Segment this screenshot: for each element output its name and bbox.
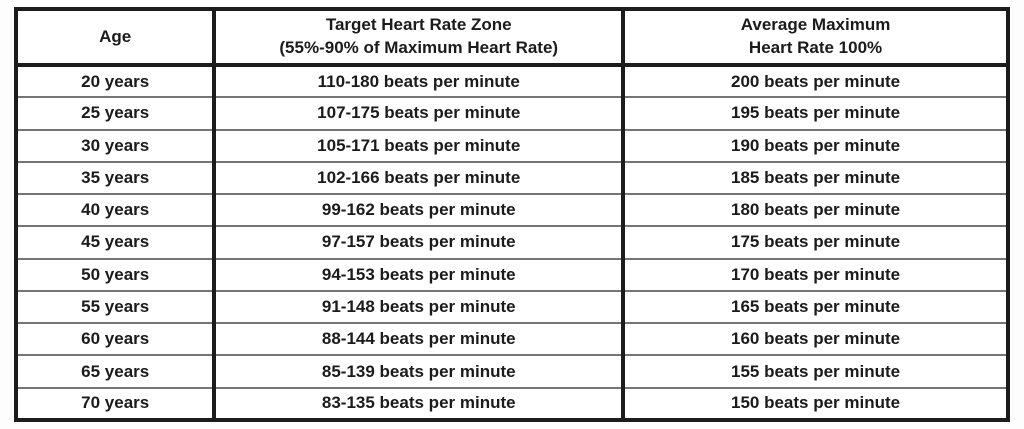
target-zone-cell: 105-171 beats per minute: [212, 128, 626, 163]
age-cell: 60 years: [13, 322, 217, 357]
age-cell: 40 years: [13, 193, 217, 228]
age-cell: 70 years: [13, 386, 217, 420]
table-row: 65 years 85-139 beats per minute 155 bea…: [13, 354, 1010, 389]
age-cell: 65 years: [13, 354, 217, 389]
max-rate-cell: 195 beats per minute: [621, 96, 1010, 131]
column-header-age: Age: [13, 9, 217, 67]
heart-rate-table: Age Target Heart Rate Zone (55%-90% of M…: [13, 7, 1010, 422]
column-header-target-zone: Target Heart Rate Zone (55%-90% of Maxim…: [212, 9, 626, 67]
column-header-target-line2: (55%-90% of Maximum Heart Rate): [279, 38, 559, 57]
max-rate-cell: 185 beats per minute: [621, 160, 1010, 196]
max-rate-cell: 170 beats per minute: [621, 257, 1010, 292]
table-row: 20 years 110-180 beats per minute 200 be…: [13, 63, 1010, 99]
column-header-age-label: Age: [99, 26, 132, 46]
target-zone-cell: 83-135 beats per minute: [212, 386, 626, 420]
target-zone-cell: 97-157 beats per minute: [212, 225, 626, 260]
target-zone-cell: 110-180 beats per minute: [212, 63, 626, 99]
max-rate-cell: 190 beats per minute: [621, 128, 1010, 163]
heart-rate-table-container: Age Target Heart Rate Zone (55%-90% of M…: [13, 7, 1010, 422]
target-zone-cell: 107-175 beats per minute: [212, 96, 626, 131]
max-rate-cell: 150 beats per minute: [621, 386, 1010, 420]
table-row: 45 years 97-157 beats per minute 175 bea…: [13, 225, 1010, 260]
table-row: 30 years 105-171 beats per minute 190 be…: [13, 128, 1010, 163]
age-cell: 50 years: [13, 257, 217, 292]
target-zone-cell: 91-148 beats per minute: [212, 289, 626, 325]
age-cell: 30 years: [13, 128, 217, 163]
age-cell: 20 years: [13, 63, 217, 99]
max-rate-cell: 160 beats per minute: [621, 322, 1010, 357]
table-row: 70 years 83-135 beats per minute 150 bea…: [13, 386, 1010, 420]
table-row: 60 years 88-144 beats per minute 160 bea…: [13, 322, 1010, 357]
column-header-max-rate: Average Maximum Heart Rate 100%: [621, 9, 1010, 67]
table-row: 35 years 102-166 beats per minute 185 be…: [13, 160, 1010, 196]
age-cell: 55 years: [13, 289, 217, 325]
age-cell: 45 years: [13, 225, 217, 260]
table-row: 25 years 107-175 beats per minute 195 be…: [13, 96, 1010, 131]
max-rate-cell: 155 beats per minute: [621, 354, 1010, 389]
age-cell: 25 years: [13, 96, 217, 131]
target-zone-cell: 85-139 beats per minute: [212, 354, 626, 389]
max-rate-cell: 175 beats per minute: [621, 225, 1010, 260]
header-row: Age Target Heart Rate Zone (55%-90% of M…: [13, 9, 1010, 67]
target-zone-cell: 102-166 beats per minute: [212, 160, 626, 196]
target-zone-cell: 99-162 beats per minute: [212, 193, 626, 228]
target-zone-cell: 88-144 beats per minute: [212, 322, 626, 357]
max-rate-cell: 165 beats per minute: [621, 289, 1010, 325]
max-rate-cell: 180 beats per minute: [621, 193, 1010, 228]
max-rate-cell: 200 beats per minute: [621, 63, 1010, 99]
age-cell: 35 years: [13, 160, 217, 196]
table-row: 40 years 99-162 beats per minute 180 bea…: [13, 193, 1010, 228]
target-zone-cell: 94-153 beats per minute: [212, 257, 626, 292]
table-row: 50 years 94-153 beats per minute 170 bea…: [13, 257, 1010, 292]
column-header-max-line1: Average Maximum: [740, 15, 891, 35]
column-header-max-line2: Heart Rate 100%: [748, 38, 883, 57]
column-header-target-line1: Target Heart Rate Zone: [325, 15, 512, 35]
table-row: 55 years 91-148 beats per minute 165 bea…: [13, 289, 1010, 325]
